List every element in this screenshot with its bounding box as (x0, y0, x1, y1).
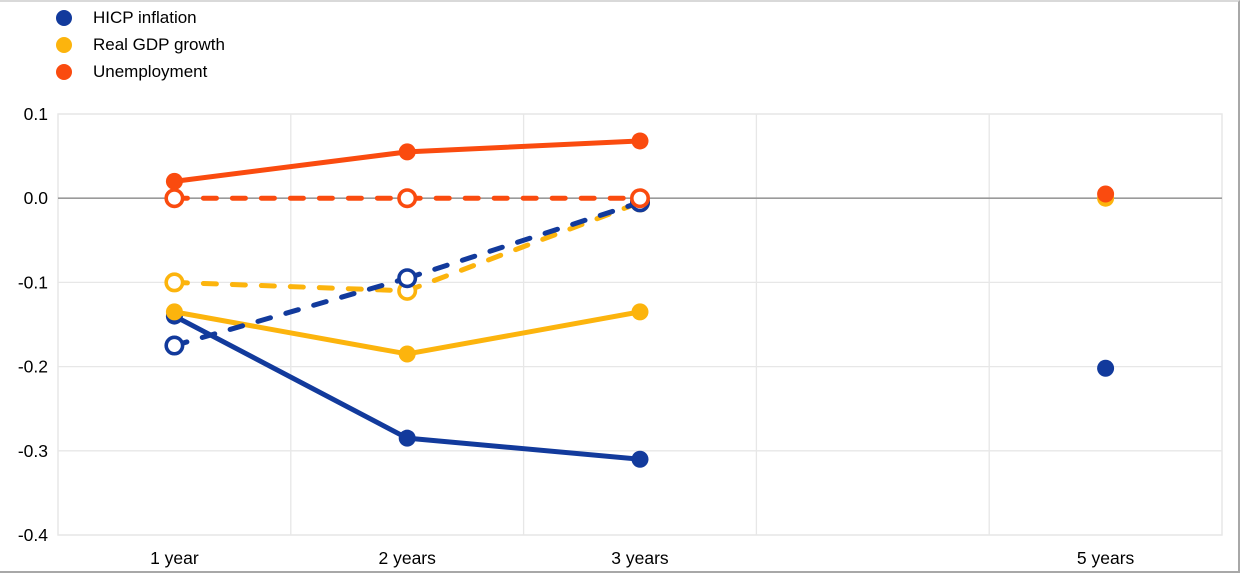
data-point-unemployment[interactable] (398, 143, 416, 161)
data-point-real-gdp-growth-dashed[interactable] (164, 272, 185, 293)
data-point-hicp-inflation-dashed[interactable] (397, 268, 418, 289)
y-axis-tick-label: -0.2 (18, 357, 48, 377)
series-line-real-gdp-growth (404, 309, 643, 357)
series-line-hicp-inflation-dashed (171, 275, 410, 349)
data-point-real-gdp-growth[interactable] (165, 303, 183, 321)
series-line-hicp-inflation (404, 435, 643, 462)
legend-item-hicp-inflation[interactable]: HICP inflation (56, 4, 225, 31)
legend-label: Real GDP growth (93, 34, 225, 54)
legend-dot-icon (56, 63, 72, 80)
x-axis-tick-label: 5 years (1077, 548, 1135, 568)
y-axis-tick-label: -0.4 (18, 525, 48, 545)
data-point-hicp-inflation[interactable] (631, 450, 649, 468)
data-point-unemployment[interactable] (631, 132, 649, 150)
x-axis-tick-label: 2 years (379, 548, 437, 568)
legend-item-unemployment[interactable]: Unemployment (56, 58, 225, 85)
data-point-unemployment-dashed[interactable] (164, 188, 185, 209)
data-point-real-gdp-growth[interactable] (631, 303, 649, 321)
series-line-real-gdp-growth-dashed (171, 279, 410, 294)
data-point-unemployment-dashed[interactable] (629, 188, 650, 209)
legend-label: Unemployment (93, 61, 208, 81)
series-line-real-gdp-growth (171, 309, 410, 357)
legend-item-real-gdp-growth[interactable]: Real GDP growth (56, 31, 225, 58)
data-point-unemployment-dashed[interactable] (397, 188, 418, 209)
data-point-unemployment[interactable] (1097, 185, 1115, 203)
data-point-unemployment[interactable] (165, 172, 183, 190)
y-axis-tick-label: -0.3 (18, 441, 48, 461)
series-line-unemployment (171, 149, 410, 184)
series-line-unemployment (404, 138, 643, 155)
data-point-real-gdp-growth[interactable] (398, 345, 416, 363)
chart-legend: HICP inflation Real GDP growth Unemploym… (56, 4, 225, 85)
series-line-hicp-inflation-dashed (404, 199, 643, 281)
x-axis-tick-label: 1 year (150, 548, 199, 568)
y-axis-tick-label: 0.1 (24, 104, 48, 124)
data-point-hicp-inflation[interactable] (398, 429, 416, 447)
legend-dot-icon (56, 36, 72, 53)
x-axis-tick-label: 3 years (611, 548, 669, 568)
data-point-hicp-inflation-dashed[interactable] (164, 335, 185, 356)
legend-label: HICP inflation (93, 7, 197, 27)
y-axis-tick-label: -0.1 (18, 272, 48, 292)
y-axis-tick-label: 0.0 (24, 188, 49, 208)
legend-dot-icon (56, 9, 72, 26)
data-point-hicp-inflation[interactable] (1097, 359, 1115, 377)
